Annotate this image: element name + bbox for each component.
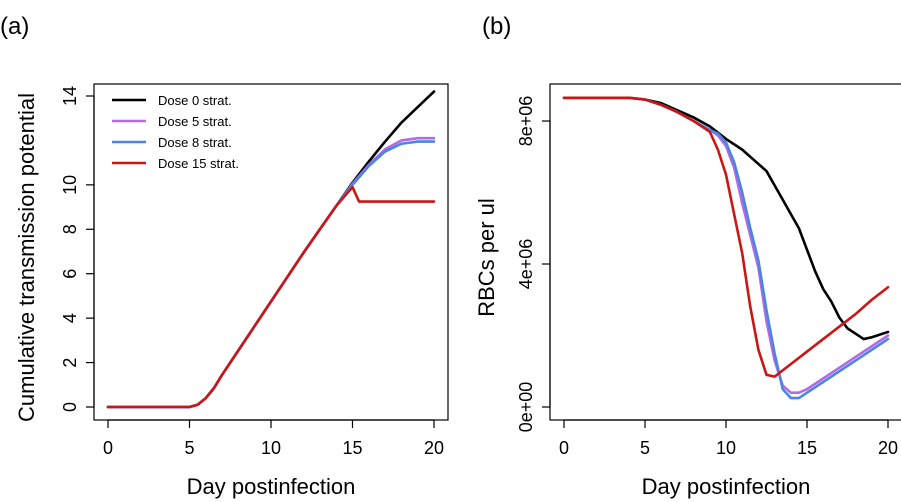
plot-frame (93, 83, 449, 421)
y-tick-label: 14 (60, 86, 80, 106)
y-tick-label: 10 (60, 175, 80, 195)
legend-label: Dose 0 strat. (158, 93, 232, 108)
y-tick-label: 8e+06 (516, 96, 536, 147)
plot-frame (549, 83, 901, 421)
x-axis-title: Day postinfection (187, 474, 356, 499)
series-line (106, 136, 436, 409)
x-tick-label: 5 (640, 438, 650, 458)
y-tick-label: 4 (60, 313, 80, 323)
series-line (106, 140, 436, 409)
x-tick-label: 5 (184, 438, 194, 458)
y-tick-label: 2 (60, 358, 80, 368)
y-axis-title: RBCs per ul (474, 198, 499, 317)
series-line (562, 96, 890, 378)
panel-a: (a) 0 5 10 15 20 0 2 4 6 8 10 14 Day postinfection Cum… (0, 13, 449, 499)
legend: Dose 0 strat. Dose 5 strat. Dose 8 strat. D… (112, 93, 239, 171)
y-axis-title: Cumulative transmission potential (14, 93, 39, 422)
x-tick-label: 20 (878, 438, 898, 458)
x-tick-label: 10 (716, 438, 736, 458)
panel-label: (a) (0, 13, 29, 40)
series-line (562, 96, 890, 341)
legend-label: Dose 5 strat. (158, 114, 232, 129)
x-tick-label: 15 (797, 438, 817, 458)
x-axis-title: Day postinfection (642, 474, 811, 499)
x-tick-label: 20 (424, 438, 444, 458)
panel-label: (b) (482, 13, 511, 40)
y-tick-label: 4e+06 (516, 239, 536, 290)
y-tick-label: 0 (60, 402, 80, 412)
panel-b: (b) 0 5 10 15 20 0e+00 4e+06 8e+06 Day postinfect… (474, 13, 901, 499)
legend-label: Dose 15 strat. (158, 156, 239, 171)
legend-label: Dose 8 strat. (158, 135, 232, 150)
x-tick-label: 0 (559, 438, 569, 458)
x-tick-label: 15 (342, 438, 362, 458)
y-tick-label: 6 (60, 269, 80, 279)
x-tick-label: 10 (261, 438, 281, 458)
series-line (562, 96, 890, 400)
series-line (106, 90, 436, 409)
series-line (106, 185, 436, 409)
y-tick-label: 0e+00 (516, 382, 536, 433)
x-tick-label: 0 (103, 438, 113, 458)
y-tick-label: 8 (60, 224, 80, 234)
